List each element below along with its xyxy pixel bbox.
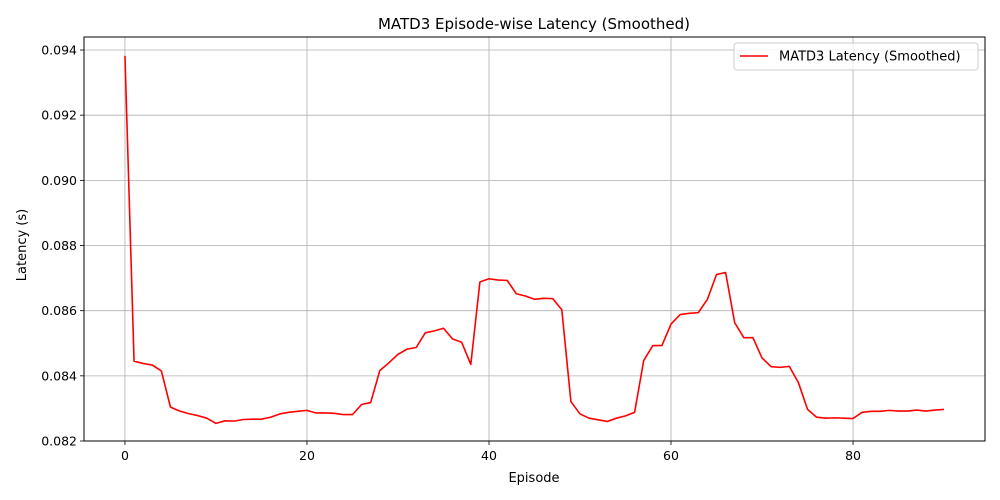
data-layer [124,55,945,425]
y-tick-label: 0.082 [41,434,77,449]
y-tick-label: 0.092 [41,108,77,123]
y-tick-label: 0.084 [41,368,77,383]
ticks: 0 20 40 60 80 0.082 0.084 0.086 0.088 0.090 0.092 0… [41,43,861,463]
chart-title: MATD3 Episode-wise Latency (Smoothed) [378,15,690,33]
series-line [124,55,945,425]
x-tick-label: 0 [121,448,129,463]
legend-label: MATD3 Latency (Smoothed) [779,50,961,65]
x-tick-label: 80 [845,448,861,463]
x-tick-label: 60 [663,448,679,463]
y-tick-label: 0.086 [41,303,77,318]
y-axis-label: Latency (s) [15,209,30,281]
y-tick-label: 0.094 [41,43,77,58]
x-tick-label: 40 [481,448,497,463]
x-tick-label: 20 [299,448,315,463]
legend-box [733,42,979,71]
y-tick-label: 0.088 [41,238,77,253]
x-axis-label: Episode [508,471,559,486]
legend: MATD3 Latency (Smoothed) [733,42,979,71]
grid [84,37,985,442]
plot-frame [83,36,986,442]
y-tick-label: 0.090 [41,173,77,188]
